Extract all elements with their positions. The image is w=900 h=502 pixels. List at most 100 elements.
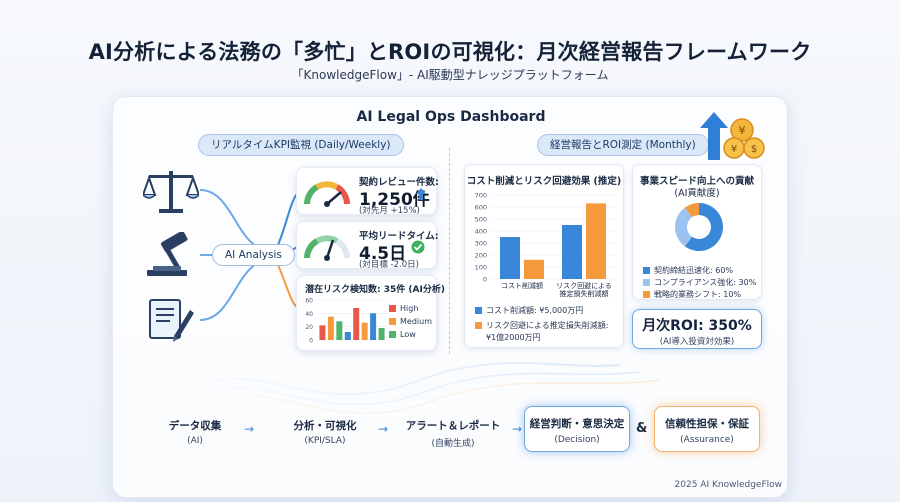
arrow-up-icon	[416, 188, 426, 200]
flow-step-analyze-sub: (KPI/SLA)	[304, 436, 346, 446]
cost-legend-2: リスク回避による推定損失削減額:	[475, 320, 608, 331]
cost-y-tick: 400	[475, 228, 487, 236]
donut-slice	[684, 203, 699, 218]
legend-label-risk: リスク回避による推定損失削減額:	[486, 321, 609, 330]
cost-panel: コスト削減とリスク回避効果 (推定) 700 600 500 400 300 200 100…	[464, 164, 624, 348]
contribution-donut-chart	[675, 203, 723, 251]
donut-slice	[684, 203, 723, 251]
check-icon	[411, 240, 425, 254]
legend-label-cost: コスト削減額: ¥5,000万円	[486, 306, 584, 315]
gauge-icon	[304, 235, 350, 261]
decision-box: 経営判断・意思決定 (Decision)	[524, 406, 630, 452]
risk-bar	[336, 321, 343, 340]
flow-step-analyze: 分析・可視化 (KPI/SLA)	[280, 418, 370, 446]
flow-step-alert: アラート＆レポート (自動生成)	[398, 418, 508, 449]
kpi-card-leadtime: 平均リードタイム: 4.5日 (対目標 -2.0日)	[296, 221, 439, 270]
cost-category-label: コスト削減額	[501, 281, 543, 290]
risk-bar	[361, 322, 368, 340]
cost-bar	[524, 259, 544, 279]
cost-y-tick: 300	[475, 240, 487, 248]
cost-y-tick: 100	[475, 264, 487, 272]
flow-step-collect-title: データ収集	[168, 420, 222, 432]
ai-analysis-badge: AI Analysis	[212, 244, 295, 266]
dashboard-title: AI Legal Ops Dashboard	[356, 109, 546, 125]
assurance-box: 信頼性担保・保証 (Assurance)	[654, 406, 760, 452]
flow-arrow-icon: →	[512, 422, 523, 436]
roi-section-label: 経営報告とROI測定 (Monthly)	[537, 134, 709, 156]
legend-swatch-contract	[643, 267, 650, 274]
contrib-legend-2: コンプライアンス強化: 30%	[643, 277, 756, 288]
cost-bar	[500, 237, 520, 279]
risk-bar	[378, 328, 385, 340]
flow-arrow-icon: →	[378, 422, 389, 436]
risk-bar	[370, 313, 377, 340]
cost-y-tick: 0	[483, 276, 487, 284]
cost-legend-1: コスト削減額: ¥5,000万円	[475, 305, 583, 316]
risk-card-title: 潜在リスク検知数: 35件 (AI分析)	[305, 285, 445, 295]
kpi-leadtime-value: 4.5日	[359, 244, 407, 264]
flow-step-alert-sub: (自動生成)	[431, 439, 475, 449]
risk-card: 潜在リスク検知数: 35件 (AI分析) 60 40 20 0 High Medium…	[296, 275, 445, 351]
flow-step-analyze-title: 分析・可視化	[293, 420, 357, 432]
risk-y-tick: 60	[305, 298, 313, 305]
page-subtitle: 「KnowledgeFlow」- AI駆動型ナレッジプラットフォーム	[291, 68, 609, 82]
contribution-title: 事業スピード向上への貢献	[639, 176, 754, 187]
cost-category-label: 推定損失削減額	[560, 289, 609, 298]
money-growth-icon: ¥ ¥ $	[700, 112, 765, 160]
gauge-icon	[304, 181, 350, 207]
contrib-legend-3: 戦略的業務シフト: 10%	[643, 289, 741, 300]
legend-label-contract: 契約締結迅速化: 60%	[654, 266, 734, 275]
cost-panel-title: コスト削減とリスク回避効果 (推定)	[466, 176, 622, 187]
roi-value: 月次ROI: 350%	[642, 318, 752, 334]
decision-sub: (Decision)	[554, 435, 600, 445]
donut-slice	[675, 207, 692, 247]
contribution-panel: 事業スピード向上への貢献 (AI貢献度) 契約締結迅速化: 60% コンプライア…	[632, 164, 762, 300]
cost-bar	[586, 203, 606, 279]
kpi-leadtime-note: (対目標 -2.0日)	[359, 260, 419, 270]
page-title: AI分析による法務の「多忙」とROIの可視化：月次経営報告フレームワーク	[88, 40, 812, 64]
risk-bar	[327, 316, 334, 340]
legend-swatch-strategy	[643, 291, 650, 298]
contrib-legend-1: 契約締結迅速化: 60%	[643, 265, 733, 276]
risk-y-tick: 20	[305, 324, 313, 331]
kpi-reviews-value: 1,250件	[359, 190, 430, 210]
legend-swatch-cost	[475, 307, 482, 314]
legend-swatch-high	[389, 305, 396, 312]
legend-label-compliance: コンプライアンス強化: 30%	[654, 278, 757, 287]
legend-swatch-low	[389, 331, 396, 338]
risk-bar-chart: 60 40 20 0	[305, 298, 387, 345]
risk-bar	[353, 308, 360, 340]
roi-box: 月次ROI: 350% (AI導入投資対効果)	[632, 309, 762, 349]
risk-y-tick: 40	[305, 311, 313, 318]
gavel-icon	[147, 232, 188, 276]
legend-swatch-compliance	[643, 279, 650, 286]
flow-step-alert-title: アラート＆レポート	[405, 420, 501, 432]
risk-legend-high: High	[389, 304, 418, 313]
flow-step-collect: データ収集 (AI)	[160, 418, 230, 446]
document-icon	[149, 299, 194, 342]
cost-category-label: リスク回避による	[556, 281, 612, 290]
legend-label-low: Low	[400, 330, 416, 339]
footer-credit: 2025 AI KnowledgeFlow	[674, 480, 782, 490]
cost-bar-chart: 700 600 500 400 300 200 100 0 コスト削減額 リスク回避による推定損失…	[475, 192, 615, 298]
kpi-section-label: リアルタイムKPI監視 (Daily/Weekly)	[198, 134, 404, 156]
assurance-sub: (Assurance)	[680, 435, 734, 445]
kpi-card-reviews: 契約レビュー件数: 1,250件 (対先月 +15%)	[296, 167, 439, 216]
scale-icon	[143, 171, 199, 213]
legend-label-strategy: 戦略的業務シフト: 10%	[654, 290, 742, 299]
risk-legend-low: Low	[389, 330, 416, 339]
section-divider	[449, 148, 450, 354]
risk-y-tick: 0	[309, 338, 313, 345]
cost-y-tick: 200	[475, 252, 487, 260]
risk-bar	[319, 325, 326, 340]
cost-y-tick: 500	[475, 216, 487, 224]
assurance-title: 信頼性担保・保証	[665, 418, 749, 430]
svg-text:¥: ¥	[739, 124, 746, 137]
risk-bar	[344, 332, 351, 340]
kpi-reviews-note: (対先月 +15%)	[359, 206, 420, 216]
cost-legend-2-amount: ¥1億2000万円	[486, 333, 541, 342]
cost-bar	[562, 225, 582, 279]
svg-text:$: $	[751, 144, 757, 155]
legend-label-medium: Medium	[400, 317, 432, 326]
roi-note: (AI導入投資対効果)	[659, 337, 735, 347]
